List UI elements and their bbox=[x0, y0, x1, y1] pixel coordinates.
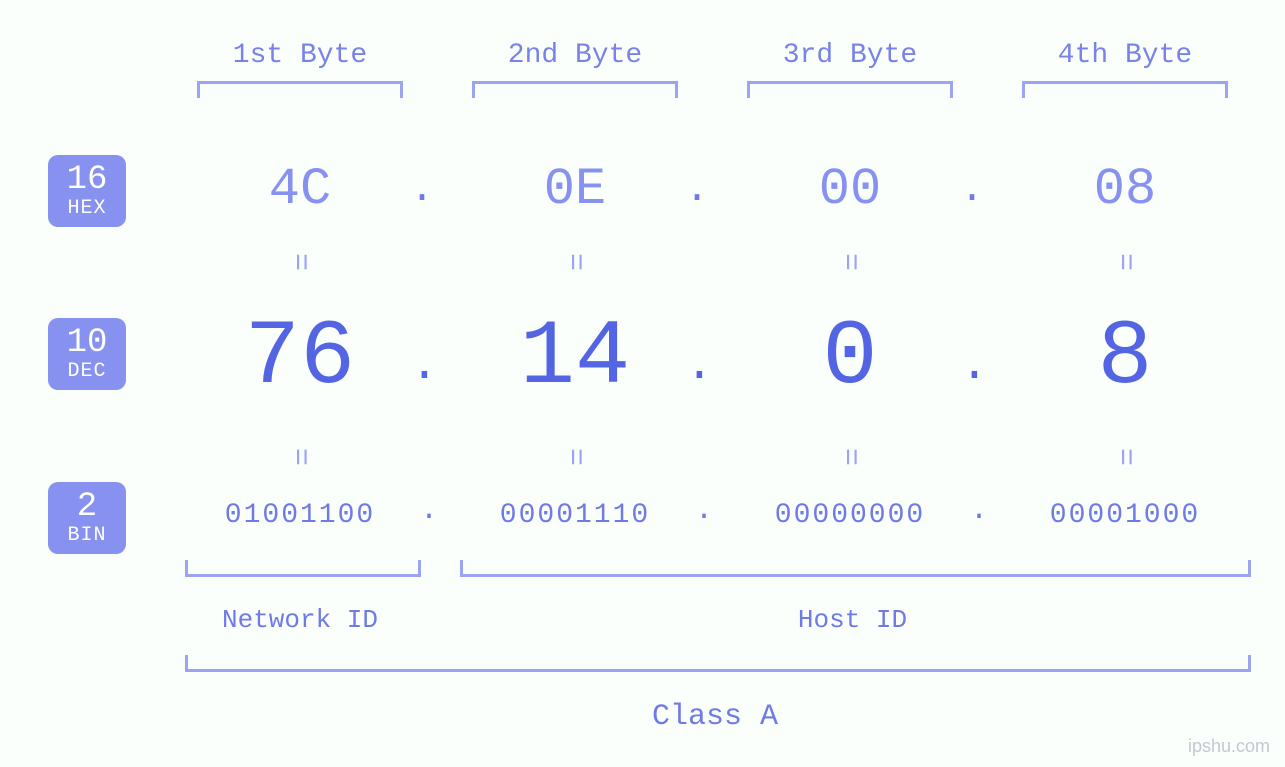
byte-header: 2nd Byte bbox=[450, 40, 700, 71]
class-label: Class A bbox=[185, 700, 1245, 734]
bin-byte-3: 00000000 bbox=[725, 500, 975, 531]
badge-name: BIN bbox=[48, 524, 126, 548]
dec-byte-3: 0 bbox=[725, 305, 975, 410]
badge-base: 10 bbox=[48, 326, 126, 360]
bracket-icon bbox=[460, 560, 1251, 577]
dot-separator: . bbox=[420, 494, 438, 528]
badge-name: DEC bbox=[48, 360, 126, 384]
byte-col-1: 1st Byte bbox=[175, 40, 425, 98]
hex-byte-2: 0E bbox=[450, 160, 700, 219]
dot-separator: . bbox=[685, 168, 709, 213]
watermark: ipshu.com bbox=[1188, 736, 1270, 757]
byte-header: 1st Byte bbox=[175, 40, 425, 71]
hex-byte-1: 4C bbox=[175, 160, 425, 219]
equals-icon: = bbox=[832, 448, 866, 466]
byte-header: 4th Byte bbox=[1000, 40, 1250, 71]
bracket-icon bbox=[472, 81, 678, 98]
byte-col-3: 3rd Byte bbox=[725, 40, 975, 98]
equals-icon: = bbox=[282, 448, 316, 466]
byte-col-4: 4th Byte bbox=[1000, 40, 1250, 98]
bin-byte-2: 00001110 bbox=[450, 500, 700, 531]
dot-separator: . bbox=[960, 168, 984, 213]
dot-separator: . bbox=[410, 339, 439, 393]
equals-icon: = bbox=[1107, 448, 1141, 466]
bracket-icon bbox=[747, 81, 953, 98]
base-badge-dec: 10 DEC bbox=[48, 318, 126, 390]
dot-separator: . bbox=[685, 339, 714, 393]
equals-icon: = bbox=[557, 448, 591, 466]
hex-byte-4: 08 bbox=[1000, 160, 1250, 219]
base-badge-hex: 16 HEX bbox=[48, 155, 126, 227]
dot-separator: . bbox=[695, 494, 713, 528]
byte-header: 3rd Byte bbox=[725, 40, 975, 71]
dot-separator: . bbox=[410, 168, 434, 213]
bin-byte-4: 00001000 bbox=[1000, 500, 1250, 531]
base-badge-bin: 2 BIN bbox=[48, 482, 126, 554]
dec-byte-1: 76 bbox=[175, 305, 425, 410]
badge-base: 16 bbox=[48, 163, 126, 197]
bin-byte-1: 01001100 bbox=[175, 500, 425, 531]
dec-byte-4: 8 bbox=[1000, 305, 1250, 410]
bracket-icon bbox=[197, 81, 403, 98]
hex-byte-3: 00 bbox=[725, 160, 975, 219]
badge-base: 2 bbox=[48, 490, 126, 524]
equals-icon: = bbox=[557, 253, 591, 271]
bracket-icon bbox=[185, 560, 421, 577]
byte-col-2: 2nd Byte bbox=[450, 40, 700, 98]
equals-icon: = bbox=[1107, 253, 1141, 271]
equals-icon: = bbox=[282, 253, 316, 271]
dot-separator: . bbox=[970, 494, 988, 528]
equals-icon: = bbox=[832, 253, 866, 271]
network-id-label: Network ID bbox=[185, 605, 415, 635]
dec-byte-2: 14 bbox=[450, 305, 700, 410]
badge-name: HEX bbox=[48, 197, 126, 221]
bracket-icon bbox=[185, 655, 1251, 672]
bracket-icon bbox=[1022, 81, 1228, 98]
host-id-label: Host ID bbox=[460, 605, 1245, 635]
dot-separator: . bbox=[960, 339, 989, 393]
